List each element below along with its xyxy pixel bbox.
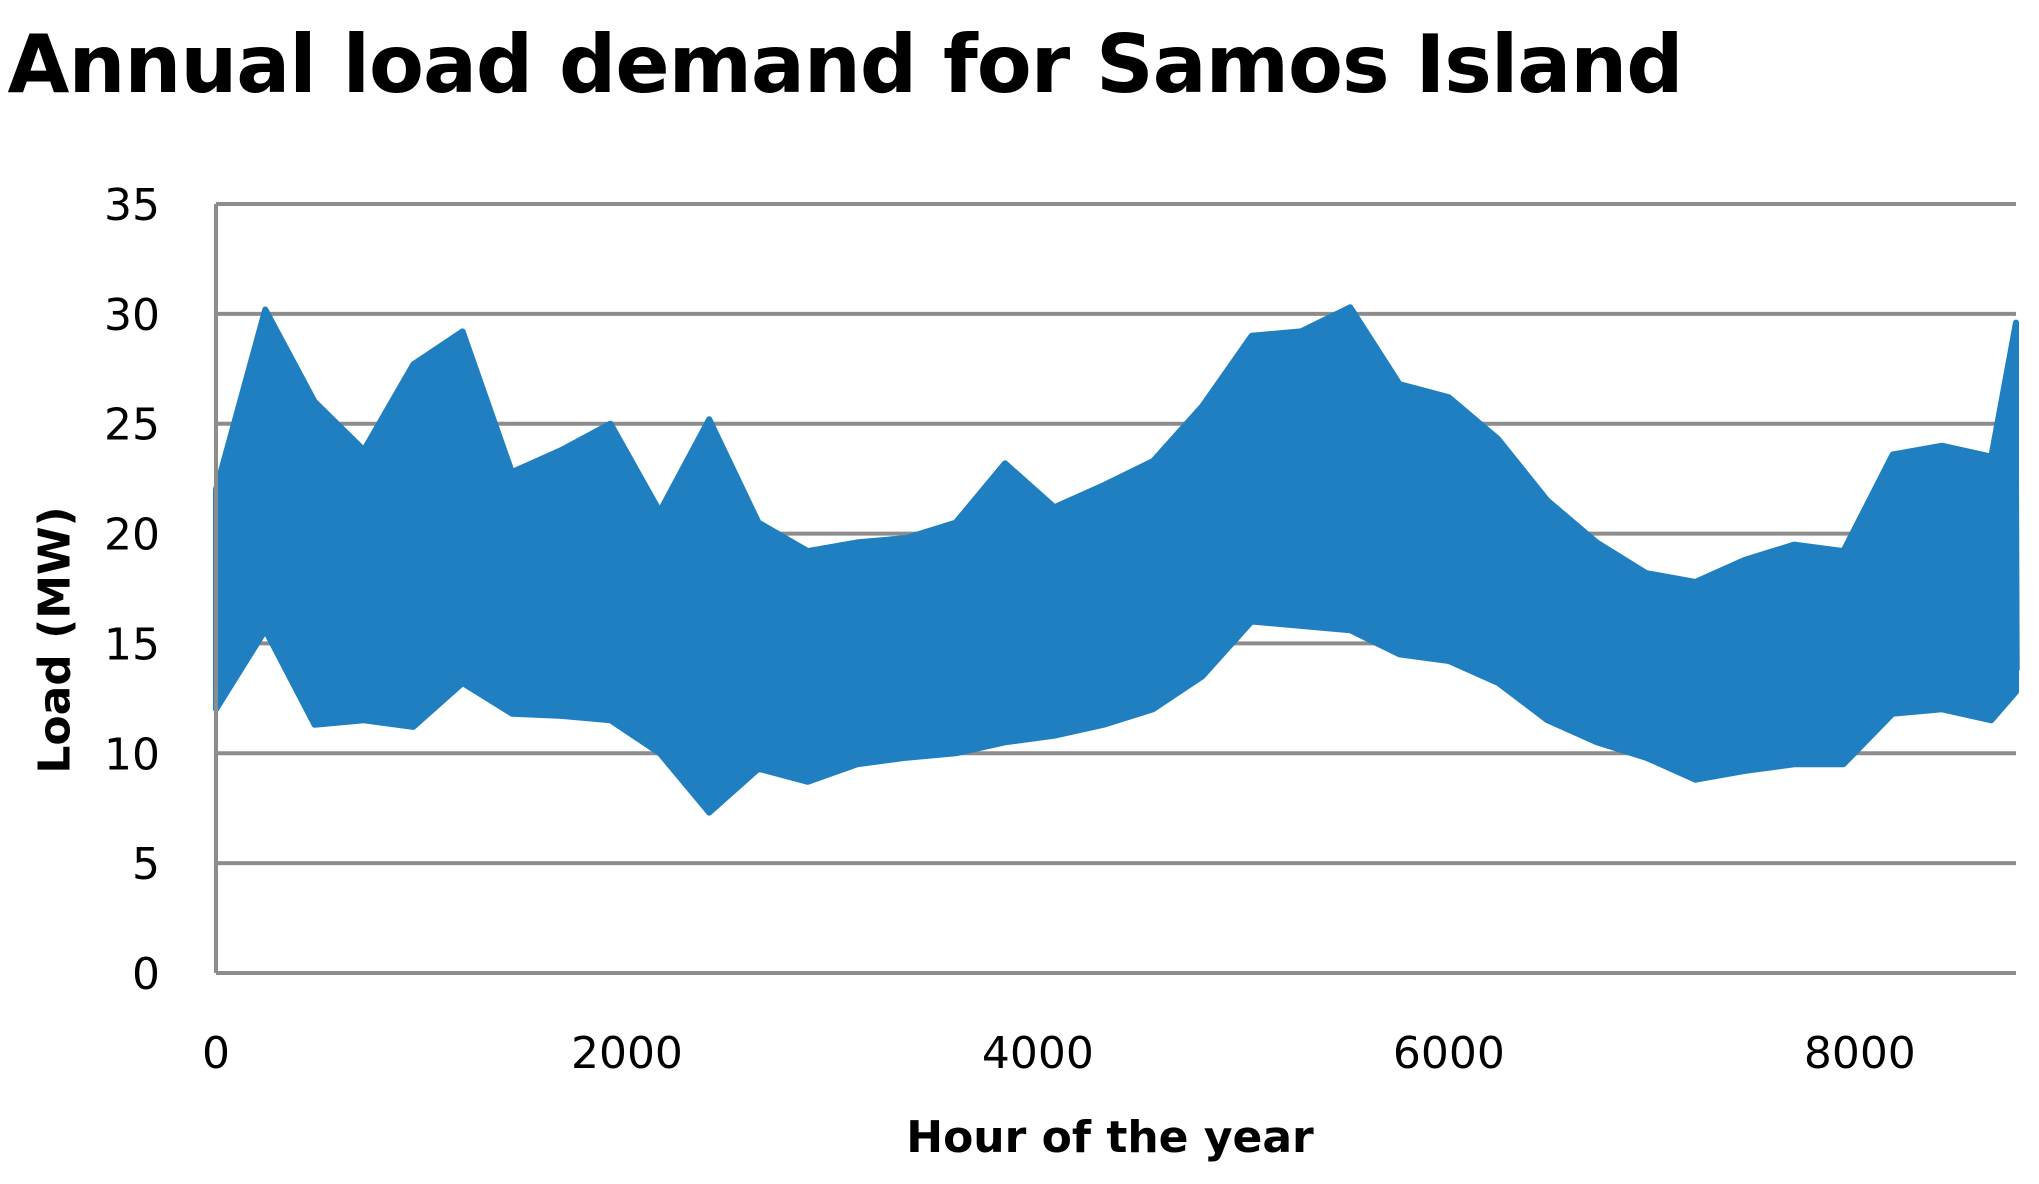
- x-tick-label: 8000: [1804, 1028, 1916, 1079]
- x-tick-label: 2000: [571, 1028, 683, 1079]
- y-tick-label: 35: [104, 180, 160, 231]
- y-tick-label: 15: [104, 619, 160, 670]
- y-tick-label: 25: [104, 400, 160, 451]
- x-tick-label: 4000: [982, 1028, 1094, 1079]
- x-tick-label: 0: [202, 1028, 230, 1079]
- y-tick-label: 10: [104, 729, 160, 780]
- x-tick-labels: 0 2000 4000 6000 8000: [202, 1028, 1916, 1079]
- y-tick-label: 0: [132, 949, 160, 1000]
- chart-title: Annual load demand for Samos Island: [7, 18, 1684, 111]
- y-tick-label: 20: [104, 510, 160, 561]
- axes: [214, 204, 2016, 975]
- x-tick-label: 6000: [1393, 1028, 1505, 1079]
- x-axis-label: Hour of the year: [906, 1112, 1314, 1163]
- y-tick-labels: 0 5 10 15 20 25 30 35: [104, 180, 160, 1000]
- load-line: [213, 308, 2020, 811]
- load-series: [213, 304, 2020, 816]
- y-tick-label: 5: [132, 839, 160, 890]
- y-tick-label: 30: [104, 290, 160, 341]
